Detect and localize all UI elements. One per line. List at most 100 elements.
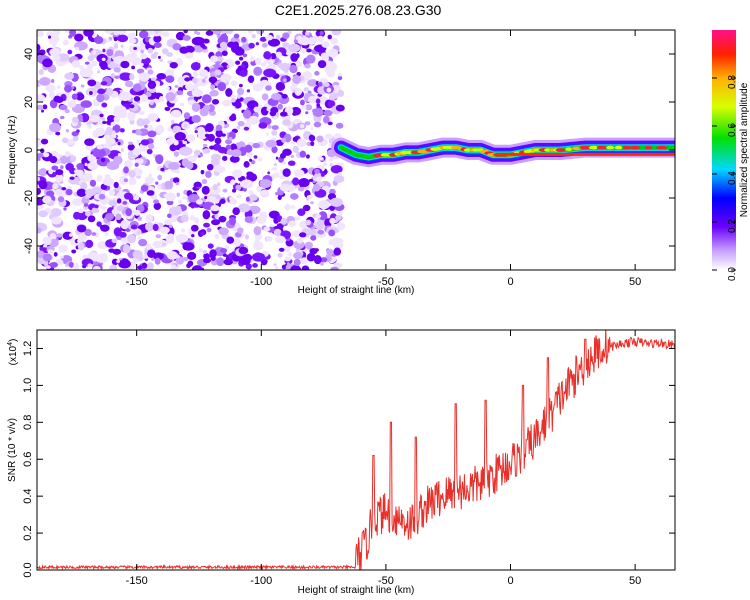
noise-speckle xyxy=(230,97,236,103)
noise-speckle xyxy=(175,233,189,243)
spectrogram-ytick-label: -40 xyxy=(23,238,35,254)
noise-speckle xyxy=(137,230,142,235)
noise-speckle xyxy=(191,114,201,123)
noise-speckle xyxy=(155,124,165,134)
noise-speckle xyxy=(319,156,324,161)
noise-speckle xyxy=(335,122,344,129)
noise-speckle xyxy=(326,248,334,256)
noise-speckle xyxy=(211,219,221,226)
noise-speckle xyxy=(59,115,65,120)
noise-speckle xyxy=(165,75,175,83)
noise-speckle xyxy=(254,57,262,65)
noise-speckle xyxy=(76,224,87,233)
noise-speckle xyxy=(202,257,211,264)
noise-speckle xyxy=(144,76,148,81)
noise-speckle xyxy=(147,130,157,138)
noise-speckle xyxy=(99,113,104,118)
noise-speckle xyxy=(304,31,310,36)
noise-speckle xyxy=(151,257,155,261)
noise-speckle xyxy=(146,148,153,155)
snr-xtick-label: -100 xyxy=(250,575,272,587)
noise-speckle xyxy=(184,77,191,82)
noise-speckle xyxy=(282,32,290,39)
noise-speckle xyxy=(331,30,342,36)
noise-speckle xyxy=(313,254,322,265)
noise-speckle xyxy=(77,242,85,251)
noise-speckle xyxy=(194,149,201,156)
noise-speckle xyxy=(123,192,133,200)
noise-speckle xyxy=(245,263,252,270)
noise-speckle xyxy=(301,265,310,270)
noise-speckle xyxy=(148,143,155,150)
noise-speckle xyxy=(87,251,98,260)
noise-speckle xyxy=(315,176,322,182)
noise-speckle xyxy=(186,134,196,143)
noise-speckle xyxy=(306,253,316,262)
noise-speckle xyxy=(233,238,241,247)
noise-speckle xyxy=(225,139,232,145)
noise-speckle xyxy=(206,163,214,171)
noise-speckle xyxy=(313,121,322,128)
noise-speckle xyxy=(205,123,214,133)
noise-speckle xyxy=(204,133,210,138)
noise-speckle xyxy=(163,193,171,199)
noise-speckle xyxy=(319,257,328,263)
snr-series-line xyxy=(37,330,675,570)
noise-speckle xyxy=(275,235,286,244)
noise-speckle xyxy=(190,203,195,209)
noise-speckle xyxy=(65,188,73,196)
noise-speckle xyxy=(209,90,219,97)
noise-speckle xyxy=(136,68,145,74)
signal-peak xyxy=(606,145,615,150)
noise-speckle xyxy=(216,182,221,187)
noise-speckle xyxy=(180,249,184,253)
noise-speckle xyxy=(293,252,303,260)
noise-speckle xyxy=(134,209,141,216)
noise-speckle xyxy=(219,248,228,253)
noise-speckle xyxy=(215,129,223,138)
noise-speckle xyxy=(214,69,222,76)
noise-speckle xyxy=(261,42,268,48)
noise-speckle xyxy=(252,263,258,268)
noise-speckle xyxy=(86,121,92,126)
noise-speckle xyxy=(105,137,116,145)
noise-speckle xyxy=(226,64,230,69)
noise-speckle xyxy=(301,105,307,110)
noise-speckle xyxy=(127,32,134,39)
noise-speckle xyxy=(96,174,103,182)
noise-speckle xyxy=(75,169,84,177)
noise-speckle xyxy=(153,51,159,56)
noise-speckle xyxy=(128,170,136,178)
noise-speckle xyxy=(239,69,248,77)
noise-speckle xyxy=(203,252,210,260)
noise-speckle xyxy=(87,161,99,171)
noise-speckle xyxy=(168,224,173,228)
noise-speckle xyxy=(71,85,75,90)
noise-speckle xyxy=(137,216,143,221)
noise-speckle xyxy=(273,263,277,267)
noise-speckle xyxy=(267,124,272,129)
noise-speckle xyxy=(225,245,230,250)
noise-speckle xyxy=(305,219,312,226)
noise-speckle xyxy=(292,136,299,142)
noise-speckle xyxy=(315,98,321,105)
noise-speckle xyxy=(273,172,280,178)
noise-speckle xyxy=(191,36,205,46)
noise-speckle xyxy=(329,217,336,225)
noise-speckle xyxy=(140,184,149,192)
noise-speckle xyxy=(226,236,235,244)
noise-speckle xyxy=(131,261,137,269)
noise-speckle xyxy=(328,157,333,162)
noise-speckle xyxy=(56,233,63,238)
noise-speckle xyxy=(327,100,336,108)
noise-speckle xyxy=(42,236,52,246)
noise-speckle xyxy=(183,112,191,120)
noise-speckle xyxy=(266,235,273,242)
noise-speckle xyxy=(180,228,186,233)
noise-speckle xyxy=(64,109,70,114)
noise-speckle xyxy=(304,104,313,111)
noise-speckle xyxy=(197,59,202,64)
noise-speckle xyxy=(57,196,65,203)
noise-speckle xyxy=(71,60,81,68)
noise-speckle xyxy=(152,240,163,249)
